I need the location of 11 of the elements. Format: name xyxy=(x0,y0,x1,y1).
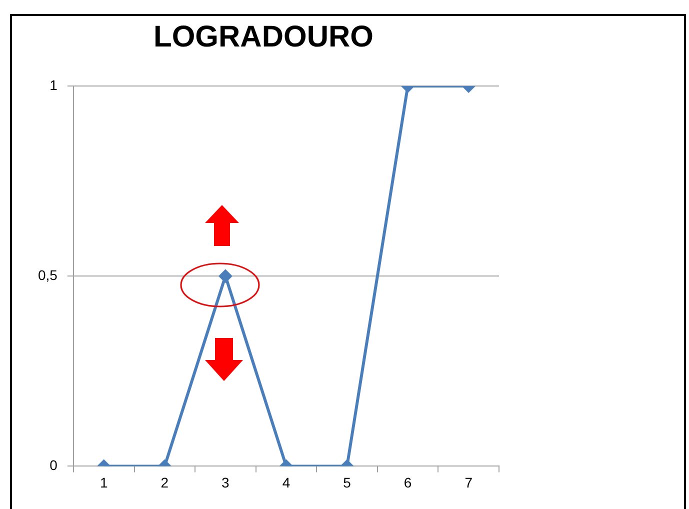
x-tick-label: 5 xyxy=(343,474,352,490)
x-tick-label: 4 xyxy=(282,474,290,490)
x-tick-label: 7 xyxy=(464,474,473,490)
x-tick-label: 6 xyxy=(404,474,412,490)
x-tick-label: 2 xyxy=(160,474,169,490)
y-tick-label: 0,5 xyxy=(38,266,58,283)
y-tick-label: 1 xyxy=(50,76,58,93)
y-tick-label: 0 xyxy=(50,457,58,474)
x-tick-label: 3 xyxy=(222,474,230,490)
x-tick-label: 1 xyxy=(100,474,108,490)
chart-title: LOGRADOURO xyxy=(154,20,374,54)
